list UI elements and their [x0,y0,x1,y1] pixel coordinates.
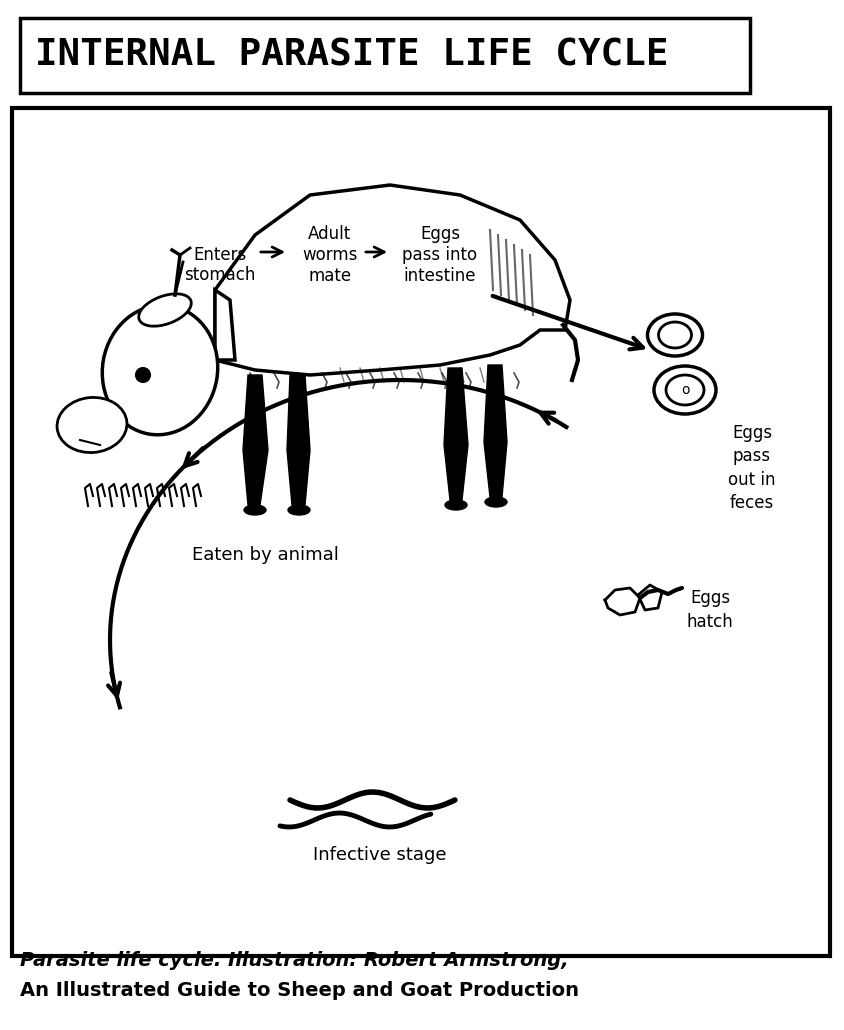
Ellipse shape [57,398,127,452]
Ellipse shape [658,322,691,348]
Polygon shape [638,585,662,610]
Ellipse shape [138,294,192,327]
Ellipse shape [666,375,704,405]
Polygon shape [215,185,570,375]
Circle shape [136,368,150,382]
Polygon shape [287,375,310,505]
Polygon shape [215,290,235,360]
Ellipse shape [445,500,467,510]
Polygon shape [444,368,468,500]
Text: Eaten by animal: Eaten by animal [192,546,338,564]
Ellipse shape [647,314,702,356]
Text: Enters
stomach: Enters stomach [184,245,256,284]
Polygon shape [484,365,507,497]
Ellipse shape [102,305,218,435]
Ellipse shape [485,497,507,507]
Ellipse shape [288,505,310,515]
Text: Eggs
pass into
intestine: Eggs pass into intestine [403,226,478,285]
Text: Parasite life cycle. Illustration: Robert Armstrong,: Parasite life cycle. Illustration: Rober… [20,951,569,969]
Text: Infective stage: Infective stage [313,846,446,864]
Polygon shape [605,588,640,615]
Text: Eggs
hatch: Eggs hatch [687,589,733,630]
Bar [20,18,750,93]
Polygon shape [243,375,268,505]
Text: An Illustrated Guide to Sheep and Goat Production: An Illustrated Guide to Sheep and Goat P… [20,981,579,999]
Ellipse shape [654,366,716,414]
Text: INTERNAL PARASITE LIFE CYCLE: INTERNAL PARASITE LIFE CYCLE [35,37,668,73]
Text: o: o [681,383,690,397]
Text: Adult
worms
mate: Adult worms mate [302,226,358,285]
Text: Eggs
pass
out in
feces: Eggs pass out in feces [728,423,776,512]
Ellipse shape [244,505,266,515]
Bar [12,108,830,956]
